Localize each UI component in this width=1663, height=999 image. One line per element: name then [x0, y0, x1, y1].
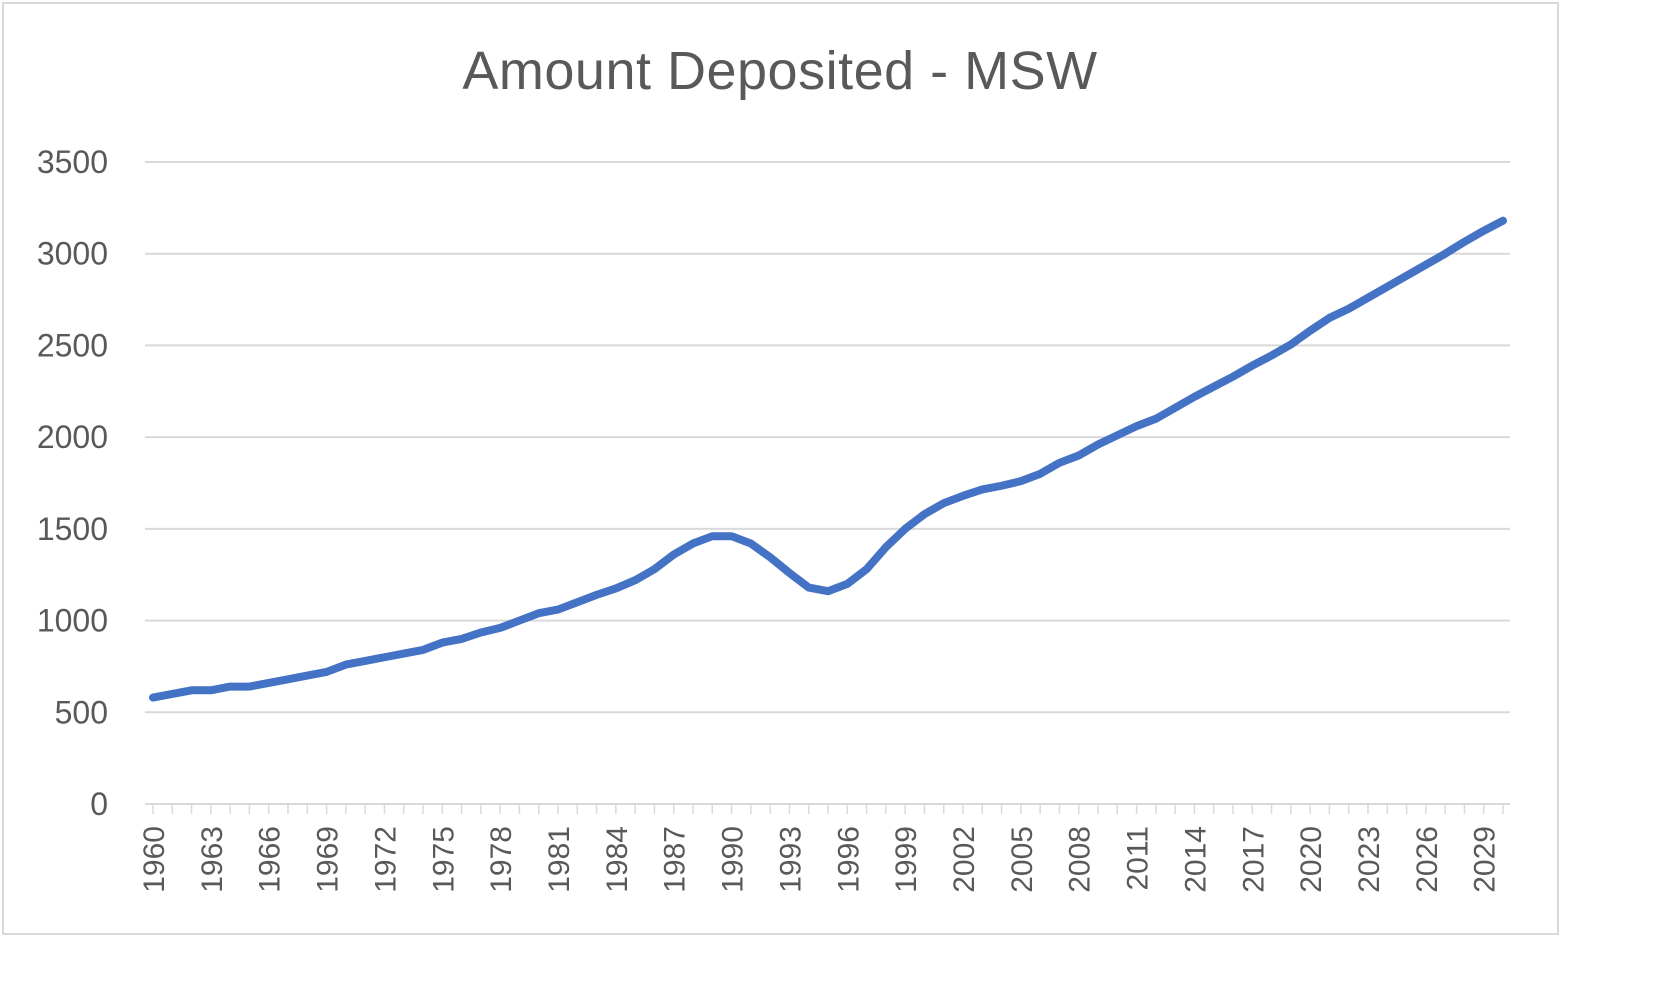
x-tick-label: 1972: [369, 826, 402, 893]
x-tick-label: 2017: [1237, 826, 1270, 893]
x-tick-label: 1981: [543, 826, 576, 893]
chart-title: Amount Deposited - MSW: [462, 41, 1098, 101]
x-tick-label: 1993: [774, 826, 807, 893]
series-line-0: [149, 216, 1507, 702]
x-tick-label: 1999: [890, 826, 923, 893]
x-tick-label: 2026: [1411, 826, 1444, 893]
x-tick-label: 2005: [1006, 826, 1039, 893]
y-tick-label: 2500: [37, 327, 108, 363]
x-tick-label: 2023: [1353, 826, 1386, 893]
y-tick-label: 500: [55, 694, 108, 730]
x-tick-label: 1969: [312, 826, 345, 893]
x-tick-label: 1960: [138, 826, 171, 893]
y-tick-label: 0: [90, 786, 108, 822]
y-tick-label: 1500: [37, 511, 108, 547]
y-tick-label: 3000: [37, 236, 108, 272]
y-tick-label: 1000: [37, 603, 108, 639]
y-tick-label: 2000: [37, 419, 108, 455]
x-tick-label: 1978: [485, 826, 518, 893]
x-tick-label: 1996: [832, 826, 865, 893]
x-tick-label: 2002: [948, 826, 981, 893]
x-tick-label: 1984: [601, 826, 634, 893]
x-tick-label: 1990: [717, 826, 750, 893]
x-tick-label: 1975: [427, 826, 460, 893]
x-tick-label: 2029: [1469, 826, 1502, 893]
x-tick-label: 2008: [1064, 826, 1097, 893]
x-tick-label: 1966: [254, 826, 287, 893]
line-chart: 0 500 1000 1500 2000 2500 3000 3500 1960 1963 1966…: [37, 144, 1510, 893]
x-tick-label: 2014: [1179, 826, 1212, 893]
x-tick-label: 1963: [196, 826, 229, 893]
y-tick-label: 3500: [37, 144, 108, 180]
chart-border: [2, 2, 1559, 935]
x-tick-label: 1987: [659, 826, 692, 893]
x-tick-label: 2020: [1295, 826, 1328, 893]
x-tick-label: 2011: [1122, 826, 1155, 891]
